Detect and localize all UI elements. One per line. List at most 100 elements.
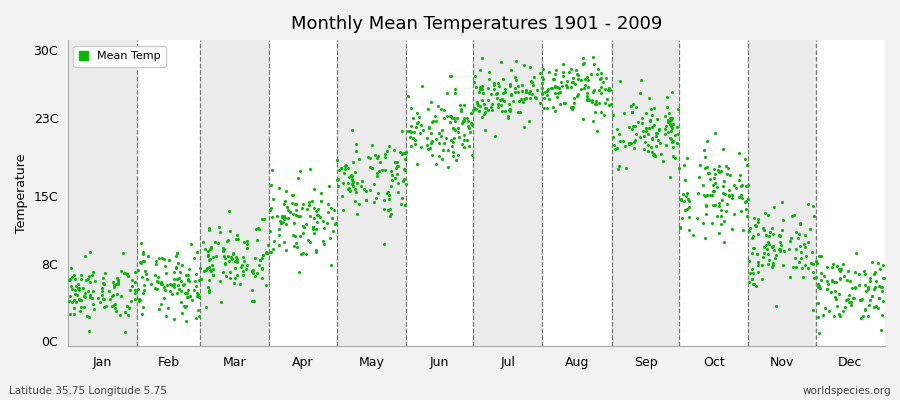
Point <box>668 131 682 138</box>
Point <box>446 134 461 141</box>
Point <box>395 195 410 202</box>
Point <box>71 285 86 291</box>
Point <box>772 246 787 252</box>
Point <box>712 202 726 209</box>
Point <box>672 225 687 231</box>
Point <box>789 229 804 236</box>
Point <box>806 203 821 209</box>
Point <box>580 96 595 102</box>
Point <box>661 117 675 123</box>
Point <box>211 240 225 246</box>
Point <box>345 127 359 134</box>
Point <box>634 77 648 84</box>
Point <box>382 196 396 202</box>
Point <box>518 89 533 95</box>
Point <box>769 252 783 258</box>
Point <box>765 243 779 249</box>
Bar <box>543 40 612 346</box>
Point <box>96 281 111 287</box>
Point <box>309 208 323 214</box>
Point <box>757 227 771 234</box>
Point <box>388 159 402 165</box>
Point <box>698 154 712 160</box>
Point <box>128 286 142 293</box>
Point <box>739 182 753 189</box>
Point <box>190 290 204 296</box>
Point <box>824 264 839 270</box>
Point <box>551 90 565 96</box>
Bar <box>612 40 679 346</box>
Point <box>420 146 435 152</box>
Point <box>735 226 750 233</box>
Point <box>814 284 828 291</box>
Point <box>424 140 438 146</box>
Point <box>871 305 886 311</box>
Point <box>649 129 663 136</box>
Point <box>128 290 142 296</box>
Point <box>228 264 242 271</box>
Point <box>154 281 168 287</box>
Point <box>172 275 186 282</box>
Point <box>474 114 489 120</box>
Point <box>722 186 736 193</box>
Point <box>169 276 184 282</box>
Point <box>166 315 181 322</box>
Point <box>222 275 237 282</box>
Point <box>309 248 323 255</box>
Point <box>699 138 714 144</box>
Point <box>691 190 706 197</box>
Point <box>493 59 508 65</box>
Point <box>664 115 679 121</box>
Point <box>832 275 847 282</box>
Point <box>364 142 379 148</box>
Point <box>84 278 98 285</box>
Point <box>75 304 89 310</box>
Point <box>369 195 383 201</box>
Point <box>289 200 303 207</box>
Point <box>253 257 267 264</box>
Point <box>570 71 584 78</box>
Point <box>472 67 487 74</box>
Point <box>133 240 148 246</box>
Point <box>626 145 641 151</box>
Point <box>123 298 138 304</box>
Point <box>204 245 219 252</box>
Point <box>206 272 220 278</box>
Point <box>698 235 712 241</box>
Point <box>714 220 728 227</box>
Point <box>765 262 779 268</box>
Point <box>429 117 444 124</box>
Point <box>448 86 463 93</box>
Point <box>550 83 564 90</box>
Point <box>96 303 111 310</box>
Point <box>68 299 83 305</box>
Point <box>868 268 883 275</box>
Point <box>144 281 158 287</box>
Point <box>202 246 217 252</box>
Point <box>868 304 882 310</box>
Point <box>717 178 732 184</box>
Point <box>750 250 764 257</box>
Point <box>475 83 490 90</box>
Point <box>141 253 156 259</box>
Point <box>86 306 101 312</box>
Point <box>641 148 655 154</box>
Point <box>409 124 423 131</box>
Point <box>278 221 293 228</box>
Point <box>636 132 651 139</box>
Point <box>722 192 736 198</box>
Point <box>676 190 690 197</box>
Point <box>122 273 136 279</box>
Point <box>106 279 121 285</box>
Point <box>585 118 599 124</box>
Point <box>796 265 810 272</box>
Point <box>376 196 391 203</box>
Point <box>548 108 562 114</box>
Point <box>491 80 505 86</box>
Point <box>639 128 653 134</box>
Point <box>216 244 230 251</box>
Point <box>643 118 657 125</box>
Point <box>662 110 676 116</box>
Point <box>398 202 412 208</box>
Point <box>812 253 826 259</box>
